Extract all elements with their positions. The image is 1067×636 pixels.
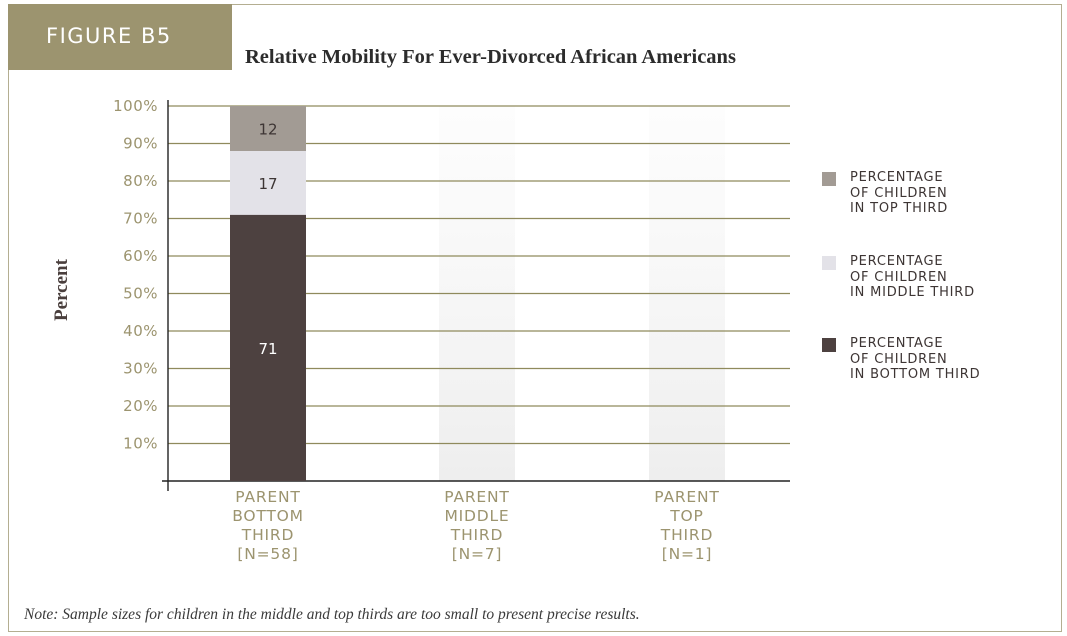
y-tick-label: 20%	[123, 397, 158, 415]
figure-label: FIGURE B5	[8, 4, 232, 70]
y-tick-label: 70%	[123, 210, 158, 228]
legend-label-top-third: PERCENTAGE OF CHILDREN IN TOP THIRD	[850, 170, 949, 216]
y-tick-label: 50%	[123, 285, 158, 303]
x-tick-label: PARENT	[235, 488, 300, 506]
bar-segment	[230, 214, 306, 481]
legend-label-bottom-third: PERCENTAGE OF CHILDREN IN BOTTOM THIRD	[850, 336, 981, 382]
chart-note: Note: Sample sizes for children in the m…	[24, 606, 640, 623]
bar-data-label: 17	[258, 175, 277, 193]
y-tick-label: 60%	[123, 247, 158, 265]
y-tick-label: 100%	[113, 97, 158, 115]
legend-label-middle-third: PERCENTAGE OF CHILDREN IN MIDDLE THIRD	[850, 254, 975, 300]
bar-data-label: 12	[258, 121, 277, 139]
y-tick-label: 30%	[123, 360, 158, 378]
legend-item-bottom-third: PERCENTAGE OF CHILDREN IN BOTTOM THIRD	[822, 336, 1052, 396]
legend-swatch-top-third	[822, 172, 836, 186]
bar-segment	[230, 151, 306, 215]
y-tick-label: 10%	[123, 435, 158, 453]
x-tick-label: [N=7]	[452, 545, 503, 563]
y-tick-label: 90%	[123, 135, 158, 153]
x-tick-label: THIRD	[241, 526, 294, 544]
y-tick-label: 40%	[123, 322, 158, 340]
legend-swatch-middle-third	[822, 256, 836, 270]
figure-frame	[8, 4, 1062, 632]
x-tick-label: THIRD	[450, 526, 503, 544]
x-tick-label: [N=58]	[237, 545, 298, 563]
bar-segment	[230, 106, 306, 151]
y-tick-label: 80%	[123, 172, 158, 190]
chart-title: Relative Mobility For Ever-Divorced Afri…	[245, 46, 736, 68]
legend-item-middle-third: PERCENTAGE OF CHILDREN IN MIDDLE THIRD	[822, 254, 1052, 314]
x-tick-label: BOTTOM	[232, 507, 304, 525]
legend-swatch-bottom-third	[822, 338, 836, 352]
legend-item-top-third: PERCENTAGE OF CHILDREN IN TOP THIRD	[822, 170, 1052, 230]
x-tick-label: TOP	[669, 507, 703, 525]
x-tick-label: PARENT	[444, 488, 509, 506]
bar-data-label: 71	[258, 340, 277, 358]
x-tick-label: PARENT	[654, 488, 719, 506]
x-tick-label: THIRD	[660, 526, 713, 544]
x-tick-label: [N=1]	[662, 545, 713, 563]
x-tick-label: MIDDLE	[444, 507, 509, 525]
